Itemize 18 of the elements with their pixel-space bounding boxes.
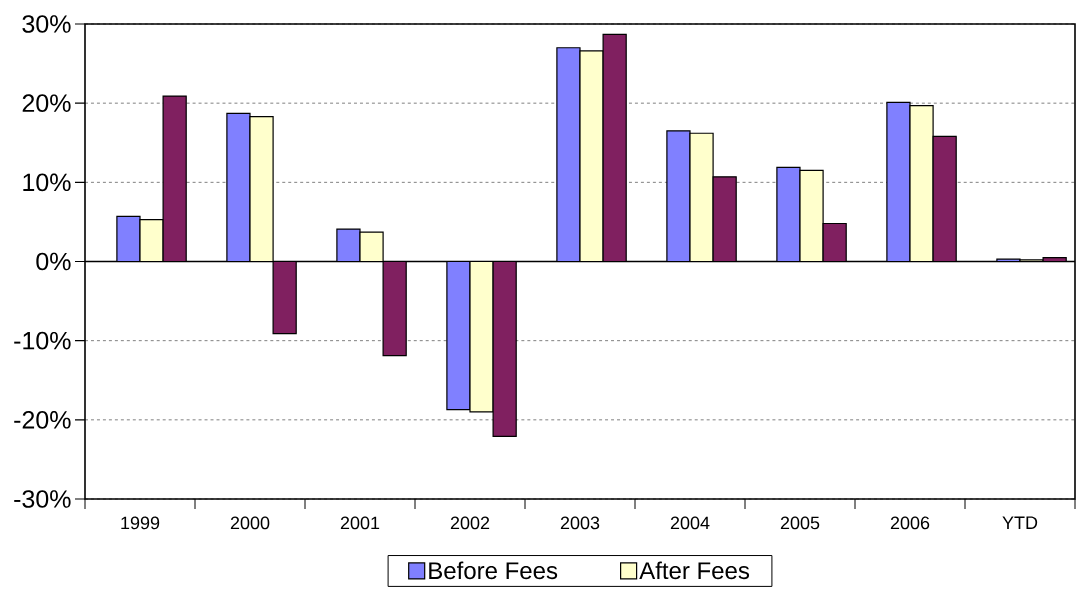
x-tick-label: 2000 <box>230 516 270 530</box>
y-tick-label: -10% <box>14 331 71 350</box>
x-tick-label: YTD <box>1002 516 1038 529</box>
y-tick-label: 0% <box>36 252 71 271</box>
y-tick-label: -30% <box>14 490 71 508</box>
x-tick-label: 2002 <box>450 516 490 530</box>
x-tick-label: 2005 <box>780 516 820 530</box>
y-tick-label: 30% <box>22 15 71 33</box>
x-tick-label: 2001 <box>340 516 380 530</box>
y-tick-label: -20% <box>14 410 71 429</box>
y-tick-label: 10% <box>23 173 71 192</box>
x-tick-label: 1999 <box>121 516 160 530</box>
x-tick-label: 2006 <box>890 516 930 530</box>
x-tick-label: 2004 <box>670 516 710 530</box>
legend-label: After Fees <box>639 561 750 580</box>
x-tick-label: 2003 <box>560 516 600 530</box>
legend-label: Before Fees <box>429 561 558 580</box>
y-tick-label: 20% <box>22 94 71 113</box>
